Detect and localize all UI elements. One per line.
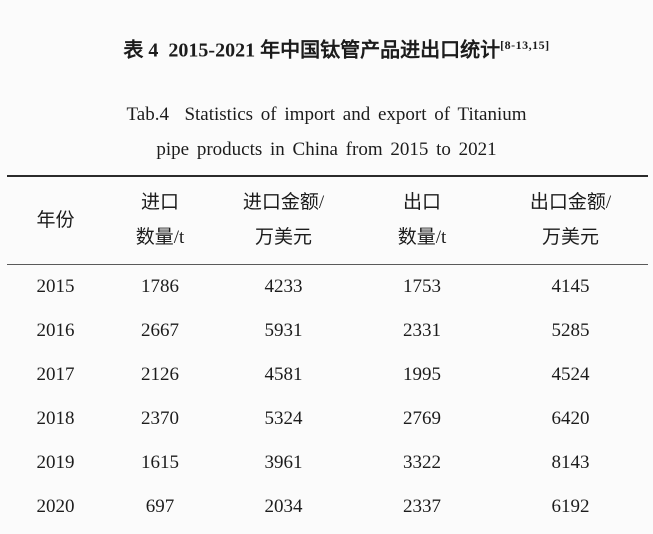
table-row: 2019 1615 3961 3322 8143	[7, 441, 648, 485]
cell-export-value: 8143	[551, 451, 590, 473]
cell-export-qty: 1753	[403, 275, 441, 297]
cell-import-qty: 755	[104, 529, 216, 534]
cell-import-qty: 1615	[141, 451, 179, 473]
cell-export-value: 4524	[551, 363, 590, 385]
header-export-qty-line1: 出口	[402, 192, 441, 214]
reference-superscript: [8-13,15]	[500, 38, 550, 52]
cell-import-value: 5931	[264, 319, 303, 341]
cell-import-value: 2034	[264, 495, 303, 517]
header-import-qty-line2: 数量/t	[135, 227, 185, 249]
cell-export-qty: 2769	[403, 407, 441, 429]
cell-import-qty: 2667	[141, 319, 179, 341]
cell-export-qty: 3798	[351, 529, 493, 534]
table-caption-zh-text: 表 4 2015-2021 年中国钛管产品进出口统计	[123, 39, 501, 62]
cell-export-value: 6420	[551, 407, 590, 429]
cell-export-qty: 1995	[403, 363, 441, 385]
table-row: 2018 2370 5324 2769 6420	[7, 397, 648, 441]
table-caption-zh: 表 4 2015-2021 年中国钛管产品进出口统计[8-13,15]	[0, 0, 653, 90]
table-row: 2015 1786 4233 1753 4145	[7, 265, 648, 309]
header-export-value-line1: 出口金额/	[529, 192, 612, 214]
cell-year: 2019	[36, 451, 75, 473]
header-cell-import-qty: 进口 数量/t	[104, 175, 216, 266]
header-import-qty-line1: 进口	[140, 192, 179, 214]
header-row: 年份 进口 数量/t 进口金额/ 万美元	[7, 175, 648, 266]
header-import-value-line1: 进口金额/	[242, 192, 325, 214]
table-row: 2016 2667 5931 2331 5285	[7, 309, 648, 353]
header-cell-export-qty: 出口 数量/t	[351, 175, 493, 266]
cell-import-qty: 697	[145, 495, 175, 517]
cell-export-value: 6192	[551, 495, 590, 517]
cell-year: 2018	[36, 407, 75, 429]
header-export-qty-line2: 数量/t	[397, 227, 447, 249]
cell-import-value: 4581	[264, 363, 303, 385]
table-row: 2020 697 2034 2337 6192	[7, 485, 648, 529]
table-row: 2017 2126 4581 1995 4524	[7, 353, 648, 397]
table-row: 2021 755 2187 3798 9961	[7, 529, 648, 534]
header-import-value-line2: 万美元	[254, 227, 312, 249]
cell-import-value: 5324	[264, 407, 303, 429]
cell-year: 2015	[36, 275, 75, 297]
header-cell-export-value: 出口金额/ 万美元	[493, 175, 648, 266]
cell-year: 2017	[36, 363, 75, 385]
cell-import-qty: 1786	[141, 275, 179, 297]
table-caption-en-line1: Tab.4 Statistics of import and export of…	[126, 103, 527, 125]
header-cell-import-value: 进口金额/ 万美元	[216, 175, 351, 266]
table-caption-en-line2: pipe products in China from 2015 to 2021	[156, 138, 497, 160]
cell-year: 2016	[36, 319, 75, 341]
cell-export-qty: 2337	[403, 495, 441, 517]
cell-export-qty: 2331	[403, 319, 441, 341]
import-export-table: 年份 进口 数量/t 进口金额/ 万美元	[7, 174, 648, 534]
header-year-label: 年份	[36, 209, 75, 231]
header-cell-year: 年份	[7, 175, 104, 266]
cell-year: 2020	[36, 495, 75, 517]
cell-import-value: 2187	[216, 529, 351, 534]
cell-import-value: 3961	[264, 451, 303, 473]
cell-export-qty: 3322	[403, 451, 441, 473]
cell-import-qty: 2370	[141, 407, 179, 429]
header-export-value-line2: 万美元	[541, 227, 599, 249]
cell-import-qty: 2126	[141, 363, 179, 385]
cell-export-value: 9961	[493, 529, 648, 534]
cell-export-value: 5285	[551, 319, 590, 341]
cell-year: 2021	[7, 529, 104, 534]
cell-export-value: 4145	[551, 275, 590, 297]
cell-import-value: 4233	[264, 275, 303, 297]
